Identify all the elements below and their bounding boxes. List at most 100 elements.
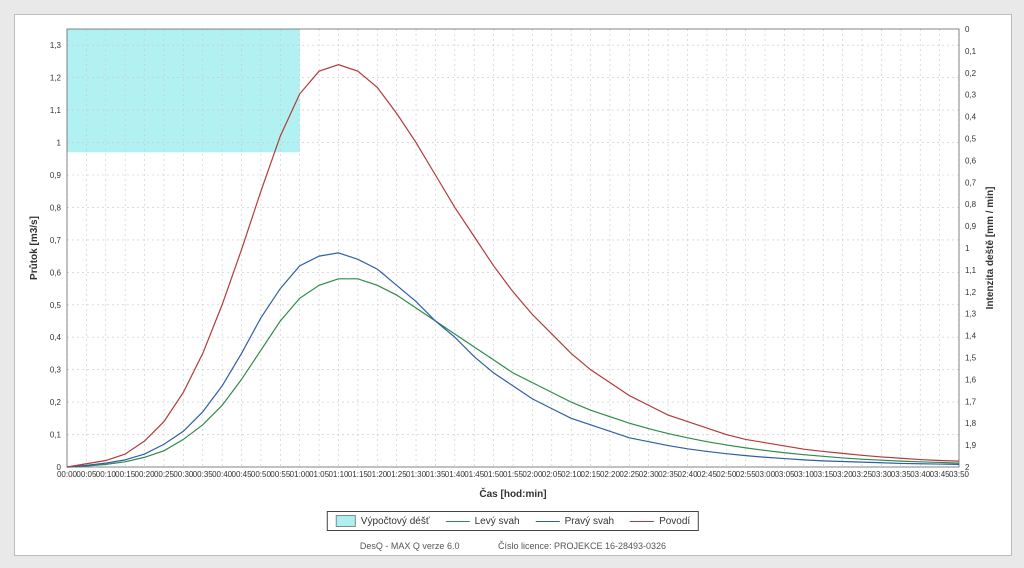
svg-text:03:10: 03:10: [794, 470, 815, 479]
svg-text:0,8: 0,8: [965, 200, 977, 209]
svg-text:02:30: 02:30: [639, 470, 660, 479]
svg-text:00:40: 00:40: [212, 470, 233, 479]
svg-text:01:20: 01:20: [367, 470, 388, 479]
svg-text:01:00: 01:00: [290, 470, 311, 479]
svg-text:02:40: 02:40: [678, 470, 699, 479]
legend-label: Povodí: [659, 516, 690, 527]
svg-text:1,7: 1,7: [965, 397, 977, 406]
svg-text:00:05: 00:05: [76, 470, 97, 479]
svg-text:01:55: 01:55: [503, 470, 524, 479]
svg-text:00:45: 00:45: [232, 470, 253, 479]
svg-text:02:35: 02:35: [658, 470, 679, 479]
svg-text:03:45: 03:45: [930, 470, 951, 479]
svg-text:0,1: 0,1: [50, 431, 62, 440]
svg-text:00:50: 00:50: [251, 470, 272, 479]
svg-text:1,5: 1,5: [965, 354, 977, 363]
svg-text:1,9: 1,9: [965, 441, 977, 450]
svg-text:Čas [hod:min]: Čas [hod:min]: [479, 487, 546, 500]
svg-text:00:30: 00:30: [173, 470, 194, 479]
svg-text:01:25: 01:25: [387, 470, 408, 479]
legend-item: Levý svah: [446, 516, 520, 527]
svg-text:02:55: 02:55: [736, 470, 757, 479]
svg-text:0,3: 0,3: [50, 366, 62, 375]
svg-text:0,4: 0,4: [50, 333, 62, 342]
svg-text:01:30: 01:30: [406, 470, 427, 479]
svg-text:02:25: 02:25: [619, 470, 640, 479]
svg-text:00:10: 00:10: [96, 470, 117, 479]
svg-text:00:15: 00:15: [115, 470, 136, 479]
footer-licence: Číslo licence: PROJEKCE 16-28493-0326: [498, 541, 666, 551]
legend-line: [446, 521, 470, 522]
footer-text: DesQ - MAX Q verze 6.0 Číslo licence: PR…: [15, 541, 1011, 551]
svg-text:0,6: 0,6: [965, 156, 977, 165]
legend-line: [536, 521, 560, 522]
svg-text:Intenzita deště [mm / min]: Intenzita deště [mm / min]: [985, 187, 996, 310]
svg-text:0: 0: [57, 463, 62, 472]
svg-text:02:00: 02:00: [522, 470, 543, 479]
svg-text:03:15: 03:15: [813, 470, 834, 479]
chart-legend: Výpočtový déšť Levý svah Pravý svah Povodí: [327, 511, 699, 531]
legend-line: [630, 521, 654, 522]
svg-text:01:05: 01:05: [309, 470, 330, 479]
svg-text:00:25: 00:25: [154, 470, 175, 479]
svg-text:01:10: 01:10: [328, 470, 349, 479]
svg-text:02:15: 02:15: [581, 470, 602, 479]
svg-text:01:45: 01:45: [464, 470, 485, 479]
svg-text:02:10: 02:10: [561, 470, 582, 479]
svg-text:00:55: 00:55: [270, 470, 291, 479]
svg-text:2: 2: [965, 463, 970, 472]
svg-text:0,5: 0,5: [965, 135, 977, 144]
legend-item: Výpočtový déšť: [336, 515, 430, 527]
svg-text:03:25: 03:25: [852, 470, 873, 479]
legend-label: Výpočtový déšť: [361, 516, 430, 527]
svg-text:1,3: 1,3: [965, 310, 977, 319]
svg-text:1: 1: [57, 139, 62, 148]
svg-text:03:00: 03:00: [755, 470, 776, 479]
svg-text:0,8: 0,8: [50, 203, 62, 212]
svg-text:1,3: 1,3: [50, 41, 62, 50]
svg-text:03:35: 03:35: [891, 470, 912, 479]
svg-text:01:40: 01:40: [445, 470, 466, 479]
svg-text:0,9: 0,9: [965, 222, 977, 231]
svg-text:0,4: 0,4: [965, 113, 977, 122]
svg-text:1,2: 1,2: [965, 288, 977, 297]
legend-label: Levý svah: [475, 516, 520, 527]
svg-text:0,3: 0,3: [965, 91, 977, 100]
svg-text:0,9: 0,9: [50, 171, 62, 180]
svg-text:02:20: 02:20: [600, 470, 621, 479]
legend-swatch: [336, 515, 356, 527]
svg-text:1: 1: [965, 244, 970, 253]
svg-text:0,5: 0,5: [50, 301, 62, 310]
svg-text:1,8: 1,8: [965, 419, 977, 428]
chart-frame: 00:0000:0500:1000:1500:2000:2500:3000:35…: [14, 14, 1012, 556]
hydrograph-chart: 00:0000:0500:1000:1500:2000:2500:3000:35…: [25, 23, 1001, 503]
svg-text:1,1: 1,1: [965, 266, 977, 275]
legend-item: Pravý svah: [536, 516, 614, 527]
svg-text:0,1: 0,1: [965, 47, 977, 56]
svg-text:1,4: 1,4: [965, 332, 977, 341]
svg-text:0,2: 0,2: [50, 398, 62, 407]
svg-text:03:20: 03:20: [833, 470, 854, 479]
svg-text:0,7: 0,7: [965, 178, 977, 187]
svg-text:0,2: 0,2: [965, 69, 977, 78]
svg-text:01:35: 01:35: [425, 470, 446, 479]
svg-text:02:50: 02:50: [716, 470, 737, 479]
footer-app: DesQ - MAX Q verze 6.0: [360, 541, 460, 551]
svg-text:00:20: 00:20: [135, 470, 156, 479]
legend-item: Povodí: [630, 516, 690, 527]
svg-text:0,7: 0,7: [50, 236, 62, 245]
svg-text:0: 0: [965, 25, 970, 34]
svg-text:03:30: 03:30: [871, 470, 892, 479]
svg-text:1,6: 1,6: [965, 375, 977, 384]
svg-text:02:45: 02:45: [697, 470, 718, 479]
svg-text:1,1: 1,1: [50, 106, 62, 115]
svg-text:03:05: 03:05: [774, 470, 795, 479]
svg-text:03:40: 03:40: [910, 470, 931, 479]
svg-text:02:05: 02:05: [542, 470, 563, 479]
legend-label: Pravý svah: [565, 516, 614, 527]
svg-text:01:15: 01:15: [348, 470, 369, 479]
svg-text:0,6: 0,6: [50, 268, 62, 277]
svg-text:00:35: 00:35: [193, 470, 214, 479]
svg-text:Průtok [m3/s]: Průtok [m3/s]: [28, 216, 40, 280]
svg-text:1,2: 1,2: [50, 74, 62, 83]
